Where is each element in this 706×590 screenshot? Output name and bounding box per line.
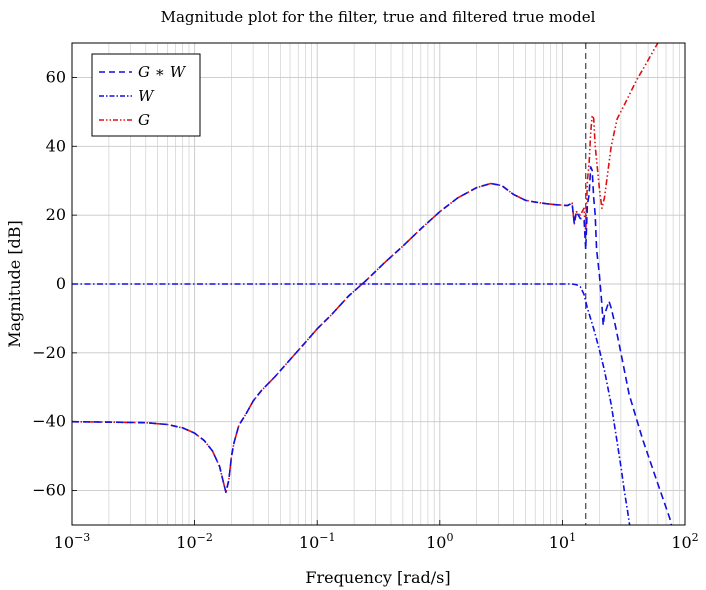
legend-item-g: G	[99, 111, 150, 129]
x-tick-label: 101	[549, 531, 576, 552]
x-tick-label: 10−3	[54, 531, 91, 552]
y-tick-label: 40	[46, 136, 66, 155]
y-tick-label: −40	[32, 412, 66, 431]
y-tick-label: −60	[32, 481, 66, 500]
y-tick-label: 20	[46, 205, 66, 224]
chart-title: Magnitude plot for the filter, true and …	[161, 8, 596, 26]
legend-item-g-star-w: G ∗ W	[99, 63, 187, 81]
x-tick-label: 100	[426, 531, 453, 552]
x-tick-label: 10−1	[299, 531, 336, 552]
x-axis-ticks: 10−3 10−2 10−1 100 101 102	[54, 520, 699, 552]
plot-frame	[71, 42, 686, 526]
series-line-w	[72, 283, 631, 525]
series-line-g-star-w	[72, 166, 673, 525]
legend-label-g: G	[138, 111, 150, 129]
x-axis-label: Frequency [rad/s]	[305, 568, 450, 587]
y-tick-label: −20	[32, 343, 66, 362]
legend-label-w: W	[138, 87, 155, 105]
legend: G ∗ W W G	[91, 53, 201, 137]
y-axis-ticks: −60 −40 −20 0 20 40 60	[32, 67, 77, 500]
legend-box	[91, 53, 201, 137]
y-tick-label: 0	[56, 274, 66, 293]
legend-item-w: W	[99, 87, 155, 105]
plot-area	[72, 43, 673, 525]
x-tick-label: 10−2	[176, 531, 213, 552]
legend-label-g-star-w: G ∗ W	[138, 63, 187, 81]
y-axis-label: Magnitude [dB]	[5, 220, 24, 348]
y-tick-label: 60	[46, 67, 66, 86]
x-tick-label: 102	[671, 531, 698, 552]
